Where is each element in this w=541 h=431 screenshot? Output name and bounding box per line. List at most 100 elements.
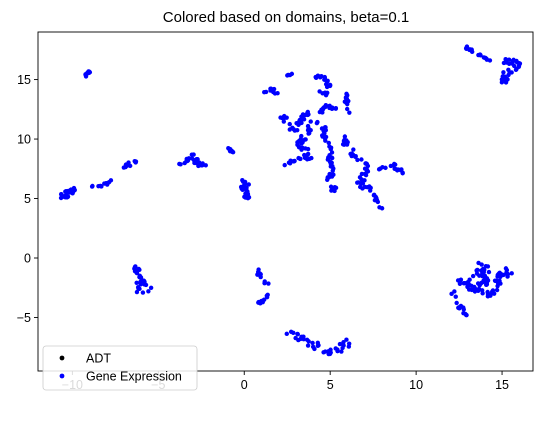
data-point: [244, 185, 249, 190]
data-point: [332, 188, 337, 194]
x-tick-label: 15: [495, 378, 509, 392]
data-point: [484, 276, 490, 282]
data-point: [371, 192, 377, 198]
data-point: [344, 337, 349, 342]
data-point: [305, 157, 310, 162]
data-point: [341, 343, 346, 348]
data-point: [140, 290, 146, 295]
data-point: [353, 154, 358, 160]
data-point: [392, 162, 398, 167]
data-point: [470, 273, 476, 279]
legend-items: ADT Gene Expression: [59, 352, 182, 384]
data-point: [98, 183, 103, 189]
data-point: [456, 305, 462, 310]
data-point: [513, 67, 519, 73]
data-point: [327, 171, 332, 177]
data-point: [296, 138, 302, 144]
data-point: [89, 184, 95, 189]
data-point: [504, 57, 509, 63]
data-point: [478, 53, 483, 58]
data-point: [355, 157, 360, 163]
data-point: [328, 105, 334, 111]
data-point: [284, 331, 289, 337]
data-point: [197, 160, 202, 165]
data-point: [490, 288, 496, 293]
data-point: [64, 195, 70, 200]
data-point: [262, 280, 267, 286]
data-point: [305, 110, 310, 116]
data-point: [298, 120, 303, 126]
data-point: [134, 280, 139, 285]
data-point: [374, 197, 380, 203]
data-point: [296, 155, 301, 161]
data-point: [452, 289, 457, 294]
y-tick-label: 5: [24, 192, 31, 206]
data-point: [306, 339, 311, 344]
data-point: [246, 182, 251, 187]
data-point: [328, 350, 333, 355]
data-point: [299, 133, 304, 139]
data-point: [227, 146, 232, 152]
data-point: [280, 115, 285, 121]
data-point: [484, 282, 489, 287]
data-point: [484, 56, 489, 62]
y-tick-label: −5: [17, 311, 31, 325]
data-point: [328, 184, 334, 189]
data-point: [199, 163, 205, 168]
data-point: [454, 300, 459, 306]
data-point: [286, 160, 292, 165]
data-point: [133, 264, 138, 269]
data-point: [516, 60, 522, 66]
legend-marker: [59, 373, 65, 379]
data-point: [469, 283, 474, 288]
data-point: [343, 100, 349, 105]
data-point: [344, 142, 350, 147]
data-point: [313, 75, 319, 80]
data-point: [461, 281, 466, 286]
data-point: [230, 149, 235, 155]
data-point: [308, 119, 313, 124]
data-point: [323, 138, 328, 143]
data-point: [501, 77, 506, 82]
data-point: [465, 284, 470, 289]
data-point: [507, 70, 512, 75]
data-point: [245, 191, 250, 197]
data-point: [257, 271, 262, 276]
data-point: [509, 61, 515, 66]
data-point: [325, 157, 331, 162]
data-point: [485, 289, 490, 295]
data-point: [398, 168, 403, 173]
data-point: [325, 175, 330, 180]
data-point: [108, 178, 114, 183]
data-point: [344, 91, 349, 97]
data-point: [347, 110, 352, 115]
data-point: [262, 89, 267, 95]
data-point: [312, 346, 317, 352]
data-point: [392, 166, 397, 172]
data-point: [86, 69, 92, 74]
data-point: [316, 343, 321, 348]
data-point: [487, 58, 493, 63]
data-point: [328, 145, 334, 150]
data-point: [362, 178, 367, 183]
data-point: [322, 125, 328, 130]
data-point: [58, 195, 64, 201]
data-point: [329, 160, 334, 165]
data-point: [134, 268, 140, 273]
data-point: [321, 128, 326, 134]
data-point: [464, 312, 469, 318]
data-point: [368, 185, 373, 191]
data-point: [246, 195, 251, 200]
data-point: [358, 184, 363, 190]
data-point: [453, 294, 458, 299]
data-point: [305, 343, 311, 348]
data-point: [125, 163, 130, 168]
data-point: [324, 84, 330, 90]
data-point: [138, 280, 143, 286]
data-point: [70, 191, 75, 196]
data-point: [488, 293, 493, 298]
data-point: [478, 281, 483, 287]
data-point: [318, 75, 323, 80]
data-point: [511, 57, 516, 63]
